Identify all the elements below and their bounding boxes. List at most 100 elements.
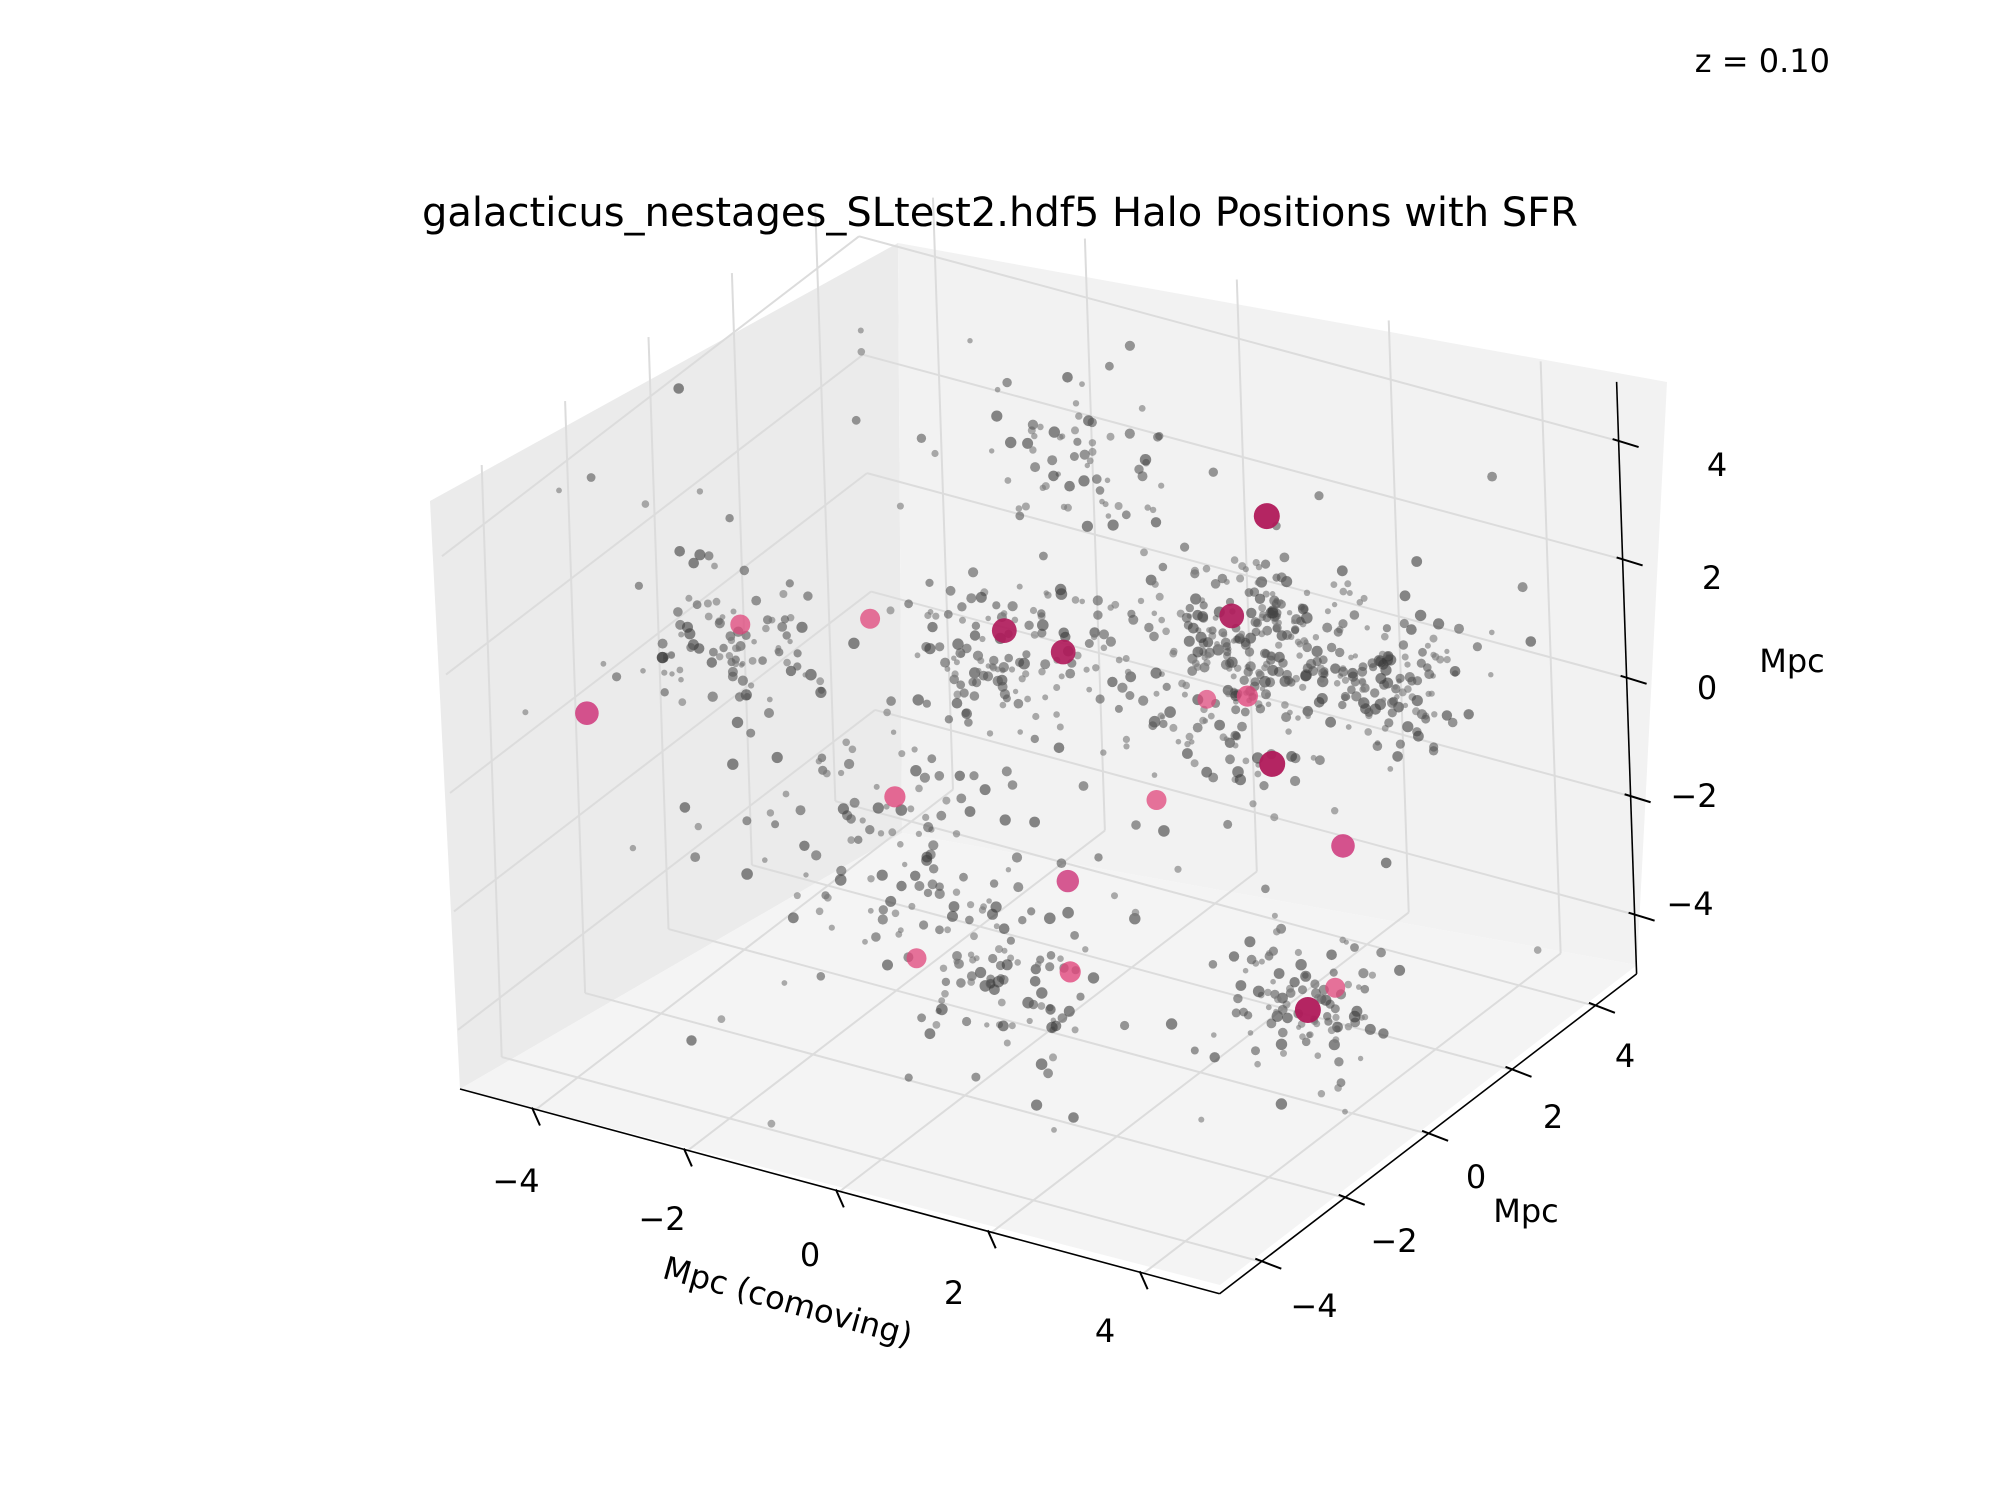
halo-point: [1225, 754, 1235, 764]
halo-point: [1272, 574, 1280, 582]
halo-point: [674, 546, 685, 557]
halo-point: [1266, 702, 1272, 708]
halo-point: [1071, 426, 1079, 434]
halo-point: [1206, 627, 1212, 633]
halo-point: [1381, 697, 1386, 702]
halo-point: [1022, 503, 1030, 511]
halo-point: [787, 639, 792, 644]
halo-point: [1178, 680, 1186, 688]
halo-point: [793, 662, 801, 670]
halo-point: [1244, 1011, 1252, 1019]
halo-point: [1014, 959, 1021, 966]
halo-point: [811, 850, 821, 860]
halo-point: [1064, 1006, 1075, 1017]
halo-point: [1194, 663, 1202, 671]
halo-point: [877, 870, 888, 881]
halo-point: [1030, 976, 1041, 987]
halo-point: [1089, 439, 1096, 446]
halo-point: [1430, 652, 1436, 658]
halo-point: [927, 622, 937, 632]
halo-point: [1255, 580, 1261, 586]
halo-point: [1191, 759, 1199, 767]
halo-point: [904, 599, 913, 608]
halo-point: [1331, 807, 1338, 814]
halo-point: [924, 889, 932, 897]
halo-point: [1032, 713, 1039, 720]
halo-point: [1261, 664, 1268, 671]
halo-point: [1017, 584, 1023, 590]
chart-title: galacticus_nestages_SLtest2.hdf5 Halo Po…: [422, 190, 1578, 236]
halo-point: [816, 908, 824, 916]
star-forming-halo-point: [1060, 961, 1081, 982]
halo-point: [657, 652, 668, 663]
halo-point: [1059, 628, 1070, 639]
halo-point: [1433, 618, 1444, 629]
halo-point: [1365, 625, 1370, 630]
halo-point: [715, 618, 725, 628]
halo-point: [969, 771, 978, 780]
halo-point: [928, 840, 938, 850]
halo-point: [1040, 485, 1046, 491]
halo-point: [1156, 593, 1164, 601]
halo-point: [942, 797, 950, 805]
halo-point: [1005, 437, 1016, 448]
halo-point: [946, 586, 956, 596]
halo-point: [731, 609, 737, 615]
halo-point: [1255, 771, 1262, 778]
halo-point: [1111, 892, 1118, 899]
halo-point: [848, 638, 859, 649]
halo-point: [944, 926, 951, 933]
halo-point: [1105, 362, 1114, 371]
halo-point: [1084, 667, 1090, 673]
halo-point: [1346, 724, 1352, 730]
halo-point: [1211, 1032, 1217, 1038]
halo-point: [1039, 552, 1048, 561]
halo-point: [1255, 669, 1263, 677]
halo-point: [779, 590, 787, 598]
halo-point: [1236, 980, 1247, 991]
halo-point: [1240, 676, 1249, 685]
halo-point: [1384, 718, 1393, 727]
halo-point: [1418, 648, 1427, 657]
halo-point: [1400, 619, 1409, 628]
halo-point: [768, 1120, 776, 1128]
z-tick-label: 0: [1697, 669, 1717, 707]
halo-point: [1411, 556, 1422, 567]
halo-point: [1276, 1039, 1287, 1050]
halo-point: [1031, 631, 1039, 639]
halo-point: [1166, 1018, 1177, 1029]
halo-point: [601, 661, 607, 667]
halo-point: [1027, 907, 1035, 915]
halo-point: [1361, 985, 1370, 994]
halo-point: [1182, 613, 1192, 623]
halo-point: [852, 416, 861, 425]
halo-point: [1072, 596, 1080, 604]
halo-point: [1072, 1026, 1079, 1033]
halo-point: [1442, 710, 1452, 720]
halo-point: [929, 864, 938, 873]
halo-point: [862, 939, 868, 945]
halo-point: [1285, 728, 1291, 734]
halo-point: [860, 817, 866, 823]
halo-point: [1255, 594, 1265, 604]
halo-point: [1402, 721, 1413, 732]
halo-point: [1296, 652, 1302, 658]
halo-point: [1053, 684, 1060, 691]
halo-point: [1037, 424, 1044, 431]
halo-point: [1013, 882, 1023, 892]
halo-point: [1287, 710, 1293, 716]
halo-point: [844, 759, 854, 769]
halo-point: [1117, 683, 1127, 693]
halo-point: [1334, 1084, 1342, 1092]
halo-point: [1193, 723, 1203, 733]
halo-point: [955, 771, 965, 781]
halo-point: [1333, 1036, 1340, 1043]
z-tick-label: 4: [1707, 446, 1727, 484]
halo-point: [1380, 665, 1391, 676]
halo-point: [1345, 1023, 1352, 1030]
halo-point: [1259, 781, 1268, 790]
halo-point: [1280, 1050, 1287, 1057]
halo-point: [928, 879, 938, 889]
halo-point: [1027, 1018, 1033, 1024]
